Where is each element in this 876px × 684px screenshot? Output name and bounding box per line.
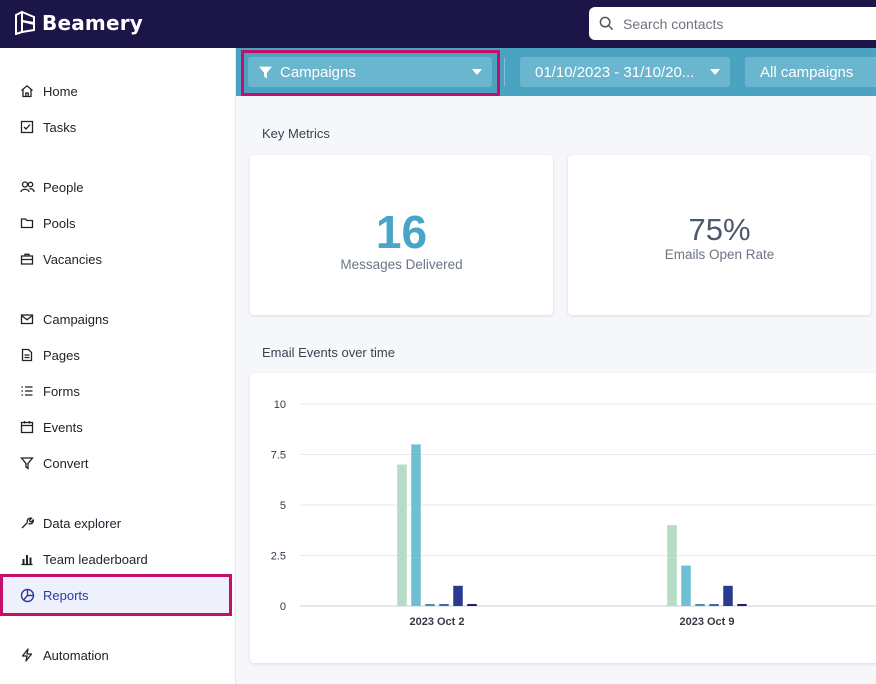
briefcase-icon xyxy=(19,251,35,267)
date-range-value: 01/10/2023 - 31/10/20... xyxy=(535,63,695,81)
sidebar-item-label: Home xyxy=(43,83,78,99)
chart-bar xyxy=(681,565,691,606)
calendar-icon xyxy=(19,419,35,435)
x-tick-label: 2023 Oct 9 xyxy=(679,616,734,628)
y-tick-label: 0 xyxy=(280,601,286,613)
email-events-chart-card: 0 2.5 5 7.5 10 2023 Oct 2 2023 Oct 9 xyxy=(250,373,876,663)
sidebar-item-campaigns[interactable]: Campaigns xyxy=(0,305,236,333)
app-name: Beamery xyxy=(42,11,144,35)
search-input[interactable] xyxy=(623,15,863,32)
open-rate-label: Emails Open Rate xyxy=(664,247,775,262)
y-tick-label: 10 xyxy=(274,399,286,411)
sidebar-item-tasks[interactable]: Tasks xyxy=(0,113,236,141)
report-type-dropdown[interactable]: Campaigns xyxy=(248,57,492,87)
sidebar-item-vacancies[interactable]: Vacancies xyxy=(0,245,236,273)
chart-bar xyxy=(667,525,677,606)
search-box[interactable] xyxy=(589,7,876,40)
chart-bar xyxy=(709,603,719,606)
key-metrics-title: Key Metrics xyxy=(262,126,330,141)
home-icon xyxy=(19,83,35,99)
folder-icon xyxy=(19,215,35,231)
chevron-down-icon xyxy=(710,69,720,75)
chart-bar xyxy=(397,464,407,606)
sidebar-item-label: Forms xyxy=(43,383,80,399)
open-rate-card: 75% Emails Open Rate xyxy=(568,155,871,315)
date-range-dropdown[interactable]: 01/10/2023 - 31/10/20... xyxy=(520,57,730,87)
page-icon xyxy=(19,347,35,363)
sidebar: Home Tasks People Pools Vacancies Campai… xyxy=(0,48,236,684)
sidebar-item-label: Tasks xyxy=(43,119,77,135)
pie-chart-icon xyxy=(19,587,35,603)
sidebar-item-label: Pools xyxy=(43,215,76,231)
sidebar-item-label: Automation xyxy=(43,647,109,663)
chart-bar xyxy=(723,585,733,606)
tasks-icon xyxy=(19,119,35,135)
report-type-value: Campaigns xyxy=(280,63,356,81)
chart-bar xyxy=(467,603,477,606)
sidebar-item-label: Vacancies xyxy=(43,251,103,267)
beamery-logo[interactable]: Beamery xyxy=(14,11,143,35)
funnel-icon xyxy=(19,455,35,471)
filter-bar: Campaigns 01/10/2023 - 31/10/20... All c… xyxy=(236,48,876,96)
chevron-down-icon xyxy=(472,69,482,75)
chart-bar xyxy=(411,444,421,606)
sidebar-item-label: Team leaderboard xyxy=(43,551,148,567)
campaign-value: All campaigns xyxy=(760,63,854,81)
filter-divider xyxy=(504,58,505,86)
chart-bar xyxy=(453,585,463,606)
chart-bar xyxy=(737,603,747,606)
x-tick-label: 2023 Oct 2 xyxy=(409,616,464,628)
messages-delivered-card: 16 Messages Delivered xyxy=(250,155,553,315)
sidebar-item-pools[interactable]: Pools xyxy=(0,209,236,237)
mail-icon xyxy=(19,311,35,327)
email-events-title: Email Events over time xyxy=(262,345,395,360)
list-icon xyxy=(19,383,35,399)
open-rate-value: 75% xyxy=(688,212,751,247)
sidebar-item-label: Campaigns xyxy=(43,311,109,327)
y-tick-label: 2.5 xyxy=(271,551,286,563)
chart-bar xyxy=(439,603,449,606)
lightning-icon xyxy=(19,647,35,663)
sidebar-item-label: Events xyxy=(43,419,83,435)
sidebar-item-team-leaderboard[interactable]: Team leaderboard xyxy=(0,545,236,573)
sidebar-item-data-explorer[interactable]: Data explorer xyxy=(0,509,236,537)
sidebar-item-convert[interactable]: Convert xyxy=(0,449,236,477)
y-tick-label: 5 xyxy=(280,500,286,512)
top-bar: Beamery xyxy=(0,0,876,48)
sidebar-item-label: Data explorer xyxy=(43,515,122,531)
filter-icon xyxy=(259,66,272,78)
sidebar-item-people[interactable]: People xyxy=(0,173,236,201)
messages-delivered-label: Messages Delivered xyxy=(340,257,463,272)
bar-chart-icon xyxy=(19,551,35,567)
search-icon xyxy=(599,16,614,31)
sidebar-item-pages[interactable]: Pages xyxy=(0,341,236,369)
wrench-icon xyxy=(19,515,35,531)
sidebar-item-label: Reports xyxy=(43,587,89,603)
sidebar-item-label: People xyxy=(43,179,84,195)
sidebar-item-label: Convert xyxy=(43,455,89,471)
chart-bar xyxy=(425,603,435,606)
chart-bar xyxy=(695,603,705,606)
people-icon xyxy=(19,179,35,195)
sidebar-item-forms[interactable]: Forms xyxy=(0,377,236,405)
campaign-dropdown[interactable]: All campaigns xyxy=(745,57,876,87)
y-tick-label: 7.5 xyxy=(271,450,286,462)
sidebar-item-label: Pages xyxy=(43,347,80,363)
sidebar-item-home[interactable]: Home xyxy=(0,77,236,105)
email-events-chart: 0 2.5 5 7.5 10 2023 Oct 2 2023 Oct 9 xyxy=(271,399,876,628)
messages-delivered-value: 16 xyxy=(375,206,428,258)
sidebar-item-events[interactable]: Events xyxy=(0,413,236,441)
sidebar-item-automation[interactable]: Automation xyxy=(0,641,236,669)
beamery-logo-icon xyxy=(15,11,35,35)
sidebar-item-reports[interactable]: Reports xyxy=(3,576,230,614)
